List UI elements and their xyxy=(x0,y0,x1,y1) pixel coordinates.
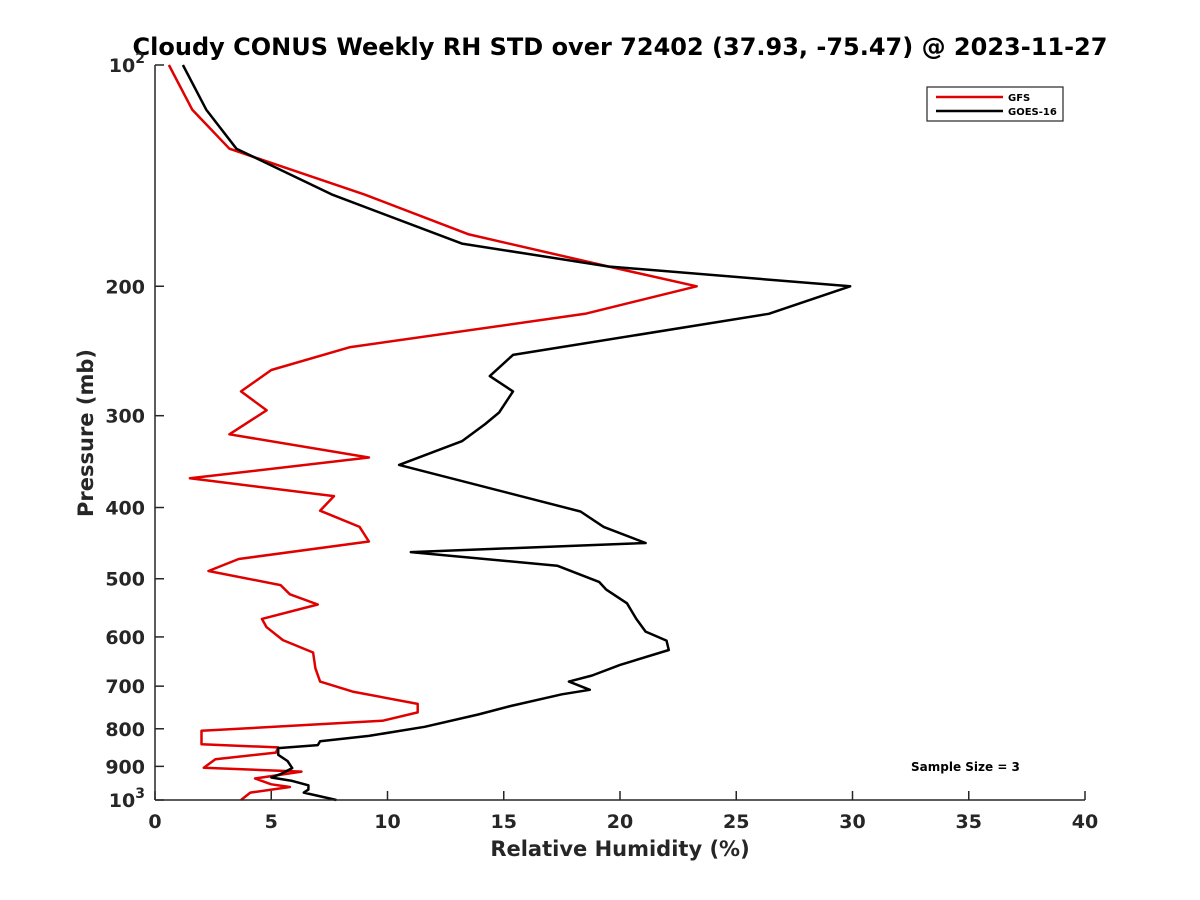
legend-box xyxy=(926,86,1064,122)
x-tick-label: 10 xyxy=(374,811,400,833)
x-axis-label: Relative Humidity (%) xyxy=(490,837,749,861)
y-tick-label: 103 xyxy=(109,786,145,812)
x-tick-label: 20 xyxy=(607,811,633,833)
y-tick-label: 300 xyxy=(105,406,145,428)
x-tick-label: 25 xyxy=(723,811,749,833)
y-axis-label: Pressure (mb) xyxy=(74,349,98,517)
sample-size-annotation: Sample Size = 3 xyxy=(911,760,1020,774)
y-tick-label: 800 xyxy=(105,719,145,741)
y-tick-label: 400 xyxy=(105,498,145,520)
y-tick-label: 500 xyxy=(105,569,145,591)
series-line-gfs xyxy=(167,64,698,801)
y-tick-label: 700 xyxy=(105,676,145,698)
x-tick-label: 40 xyxy=(1072,811,1098,833)
series-line-goes16 xyxy=(181,64,852,802)
x-tick-label: 35 xyxy=(956,811,982,833)
plot-area: 0 5 10 15 20 25 30 35 40 102 200 300 400 500 600 700 80… xyxy=(105,51,1098,833)
x-tick-label: 30 xyxy=(839,811,865,833)
y-tick-label: 102 xyxy=(109,51,145,77)
legend-label-goes16: GOES-16 xyxy=(1008,107,1057,118)
x-tick-label: 0 xyxy=(148,811,161,833)
x-tick-label: 15 xyxy=(491,811,517,833)
chart-title: Cloudy CONUS Weekly RH STD over 72402 (3… xyxy=(133,33,1108,61)
y-tick-label: 600 xyxy=(105,627,145,649)
legend: GFS GOES-16 xyxy=(926,86,1064,122)
x-tick-label: 5 xyxy=(265,811,278,833)
series-layer xyxy=(167,64,852,802)
legend-label-gfs: GFS xyxy=(1008,93,1030,104)
y-ticks: 102 200 300 400 500 600 700 800 900 103 xyxy=(105,51,164,812)
x-ticks: 0 5 10 15 20 25 30 35 40 xyxy=(148,791,1098,833)
y-tick-label: 200 xyxy=(105,276,145,298)
y-tick-label: 900 xyxy=(105,756,145,778)
